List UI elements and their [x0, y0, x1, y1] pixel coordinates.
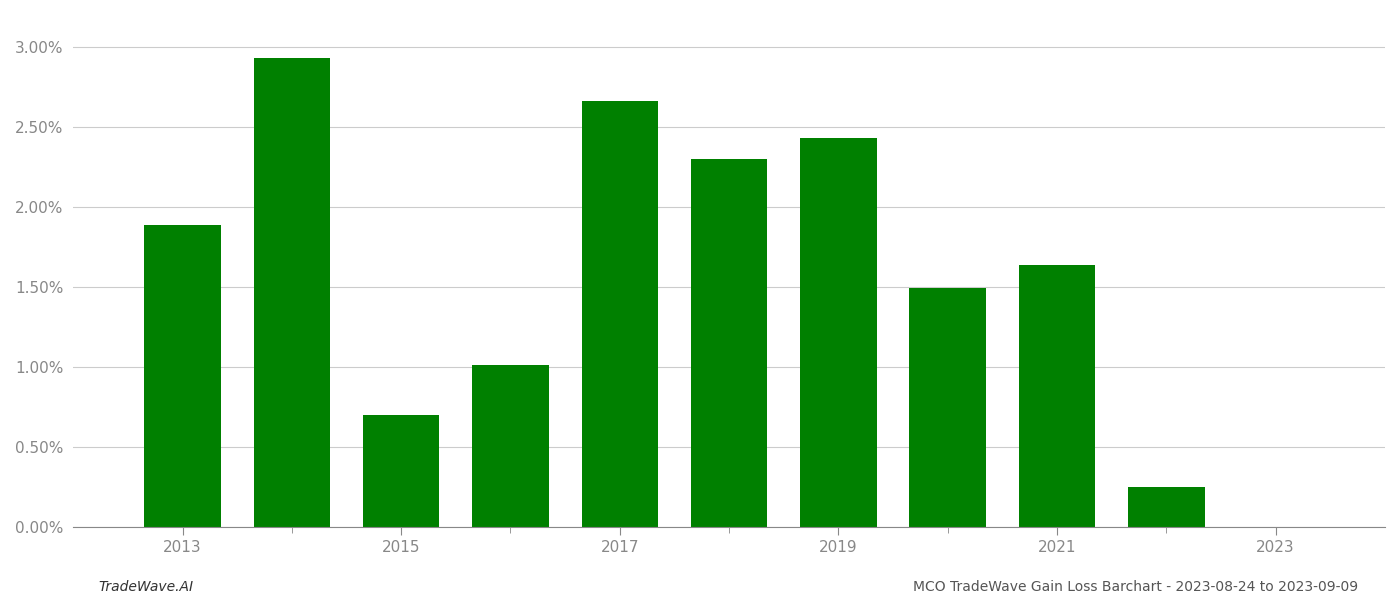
- Bar: [363, 415, 440, 527]
- Bar: [472, 365, 549, 527]
- Bar: [253, 58, 330, 527]
- Bar: [581, 101, 658, 527]
- Text: TradeWave.AI: TradeWave.AI: [98, 580, 193, 594]
- Bar: [801, 138, 876, 527]
- Bar: [1019, 265, 1095, 527]
- Bar: [144, 224, 221, 527]
- Text: MCO TradeWave Gain Loss Barchart - 2023-08-24 to 2023-09-09: MCO TradeWave Gain Loss Barchart - 2023-…: [913, 580, 1358, 594]
- Bar: [910, 289, 986, 527]
- Bar: [1128, 487, 1204, 527]
- Bar: [690, 159, 767, 527]
